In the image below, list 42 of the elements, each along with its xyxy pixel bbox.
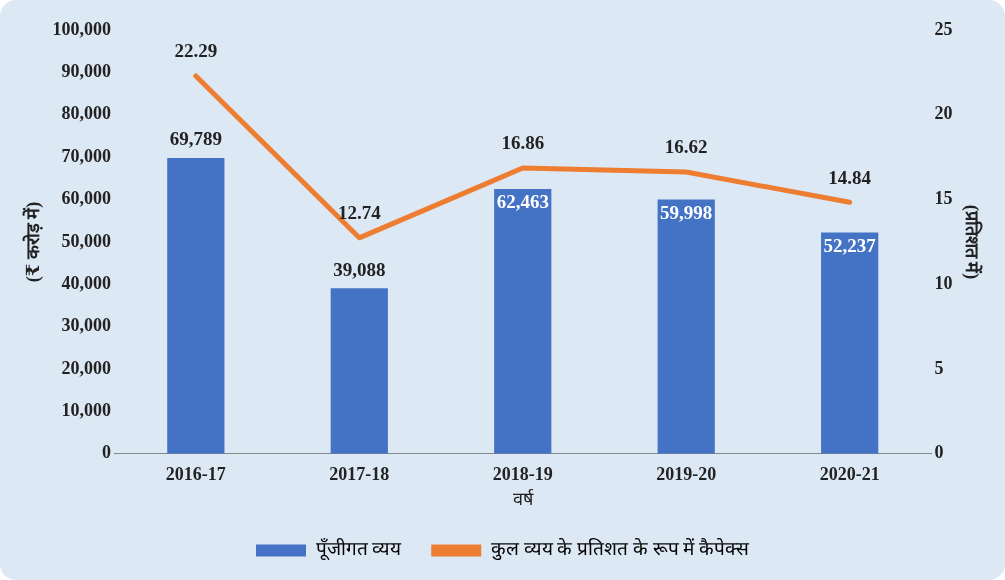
y2-axis-title: (प्रतिशत में) <box>960 204 983 280</box>
y-tick-label: 60,000 <box>61 188 112 209</box>
x-tick-label: 2016-17 <box>165 464 226 485</box>
y2-tick-label: 0 <box>934 442 944 463</box>
data-label: 22.29 <box>174 40 218 62</box>
y-tick-label: 40,000 <box>61 272 112 293</box>
data-label: 39,088 <box>333 258 386 280</box>
x-tick-label: 2018-19 <box>492 464 553 485</box>
bar <box>657 199 715 454</box>
y-tick-label: 90,000 <box>61 61 112 82</box>
y-tick-label: 100,000 <box>52 18 112 39</box>
y-tick-label: 50,000 <box>61 230 112 251</box>
data-label: 59,998 <box>660 201 713 223</box>
y-tick-label: 10,000 <box>61 400 112 421</box>
x-tick-label: 2017-18 <box>329 464 390 485</box>
y-tick-label: 0 <box>102 442 112 463</box>
y-axis-title: (₹ करोड़ में) <box>22 201 45 283</box>
bar <box>494 189 552 454</box>
data-label: 16.86 <box>501 132 545 154</box>
bar <box>821 232 879 454</box>
bar <box>330 288 388 454</box>
data-label: 52,237 <box>823 234 877 256</box>
x-axis-title: वर्ष <box>512 487 534 509</box>
y-tick-label: 30,000 <box>61 315 112 336</box>
legend-label: कुल व्यय के प्रतिशत के रूप में कैपेक्स <box>490 537 750 562</box>
data-label: 14.84 <box>828 166 872 188</box>
y2-tick-label: 15 <box>934 188 953 209</box>
y2-tick-label: 10 <box>934 272 953 293</box>
data-label: 62,463 <box>496 191 549 213</box>
y2-tick-label: 20 <box>934 103 953 124</box>
bar <box>167 158 225 454</box>
data-label: 12.74 <box>337 202 382 224</box>
y2-tick-label: 5 <box>934 357 944 378</box>
data-label: 69,789 <box>169 128 222 150</box>
y-tick-label: 70,000 <box>61 145 112 166</box>
y-tick-label: 80,000 <box>61 103 112 124</box>
legend-label: पूँजीगत व्यय <box>315 537 403 562</box>
data-label: 16.62 <box>664 136 708 158</box>
x-tick-label: 2019-20 <box>656 464 717 485</box>
y2-tick-label: 25 <box>934 18 953 39</box>
x-tick-label: 2020-21 <box>819 464 880 485</box>
y-tick-label: 20,000 <box>61 357 112 378</box>
